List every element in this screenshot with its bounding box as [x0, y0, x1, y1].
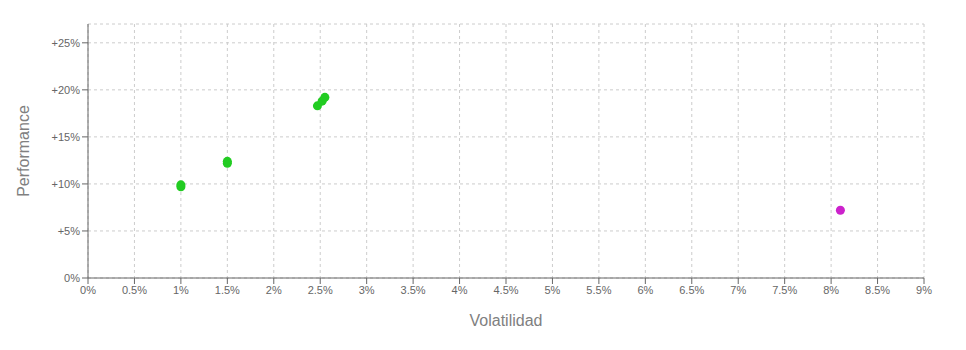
svg-text:3%: 3%	[359, 284, 375, 296]
svg-text:+15%: +15%	[52, 131, 81, 143]
svg-text:Performance: Performance	[15, 105, 32, 197]
svg-text:4.5%: 4.5%	[493, 284, 518, 296]
svg-text:+25%: +25%	[52, 37, 81, 49]
svg-text:+5%: +5%	[58, 225, 81, 237]
svg-text:6.5%: 6.5%	[679, 284, 704, 296]
svg-text:9%: 9%	[916, 284, 932, 296]
svg-text:8.5%: 8.5%	[865, 284, 890, 296]
svg-text:8%: 8%	[823, 284, 839, 296]
svg-text:Volatilidad: Volatilidad	[470, 312, 543, 329]
svg-text:5.5%: 5.5%	[586, 284, 611, 296]
svg-text:3.5%: 3.5%	[401, 284, 426, 296]
svg-text:0%: 0%	[80, 284, 96, 296]
svg-text:6%: 6%	[637, 284, 653, 296]
svg-text:1%: 1%	[173, 284, 189, 296]
svg-text:0%: 0%	[64, 272, 80, 284]
svg-text:4%: 4%	[452, 284, 468, 296]
svg-text:+20%: +20%	[52, 84, 81, 96]
svg-text:2.5%: 2.5%	[308, 284, 333, 296]
svg-text:5%: 5%	[544, 284, 560, 296]
svg-text:+10%: +10%	[52, 178, 81, 190]
svg-text:7.5%: 7.5%	[772, 284, 797, 296]
svg-text:0.5%: 0.5%	[122, 284, 147, 296]
svg-text:7%: 7%	[730, 284, 746, 296]
svg-text:1.5%: 1.5%	[215, 284, 240, 296]
svg-text:2%: 2%	[266, 284, 282, 296]
